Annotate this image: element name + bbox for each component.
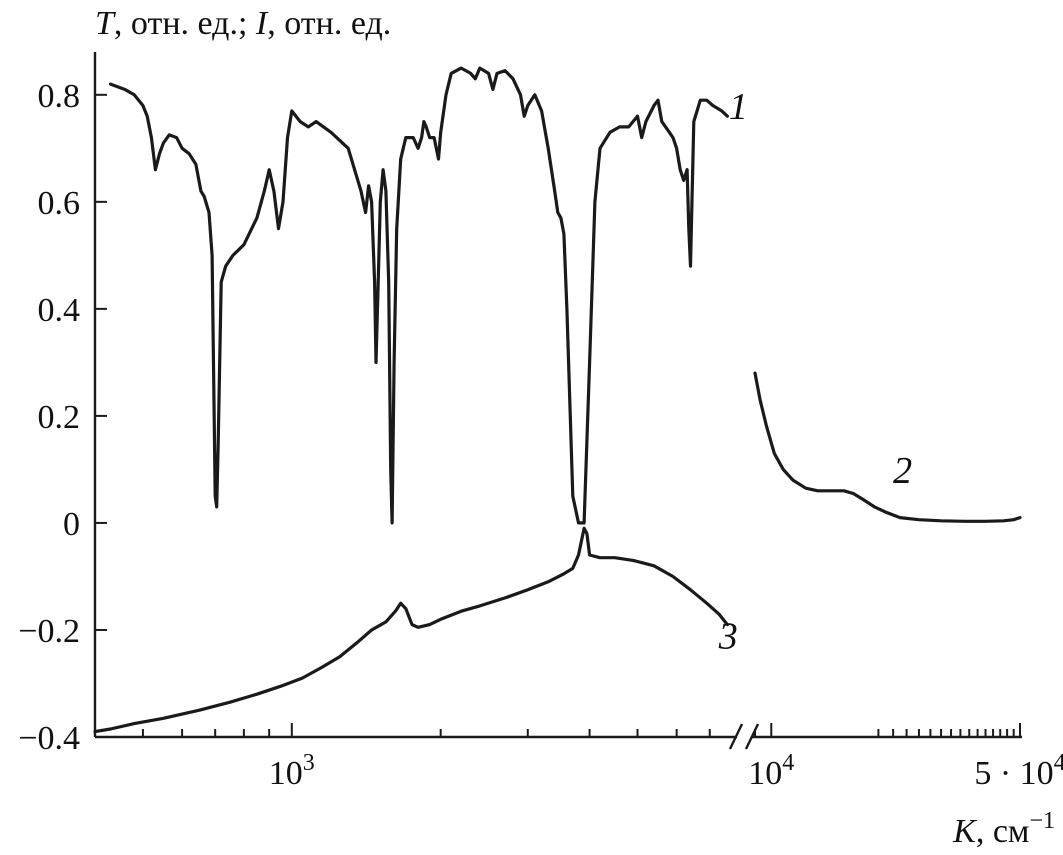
- axis-break-mark: [728, 723, 744, 750]
- x-tick-label: 5 · 104: [974, 750, 1063, 792]
- axes: [93, 52, 1022, 750]
- x-tick-label: 104: [748, 750, 794, 792]
- x-axis-title: K, см−1: [952, 808, 1055, 850]
- y-tick-label: −0.2: [18, 613, 80, 650]
- series-1-label: 1: [729, 86, 748, 128]
- y-tick-label: 0.8: [38, 78, 81, 115]
- y-tick-label: 0.2: [38, 399, 81, 436]
- y-tick-label: 0.4: [38, 292, 81, 329]
- y-tick-label: −0.4: [18, 720, 80, 757]
- series-2-label: 2: [893, 450, 912, 492]
- x-tick-label: 103: [269, 750, 315, 792]
- series-labels: 1 2 3: [718, 86, 912, 658]
- axis-break-mark: [744, 723, 760, 750]
- y-tick-label: 0: [63, 506, 80, 543]
- series-3-line: [93, 526, 729, 734]
- y-tick-label: 0.6: [38, 185, 81, 222]
- series-1-line: [108, 66, 729, 525]
- x-ticks: 103 104 5 · 104: [94, 723, 1063, 792]
- y-axis-title: T, отн. ед.; I, отн. ед.: [95, 5, 391, 42]
- series-3-label: 3: [718, 616, 738, 658]
- y-ticks: 0.8 0.6 0.4 0.2 0 −0.2 −0.4: [18, 78, 107, 757]
- series-curves: [93, 66, 1022, 734]
- series-2-line: [753, 371, 1022, 523]
